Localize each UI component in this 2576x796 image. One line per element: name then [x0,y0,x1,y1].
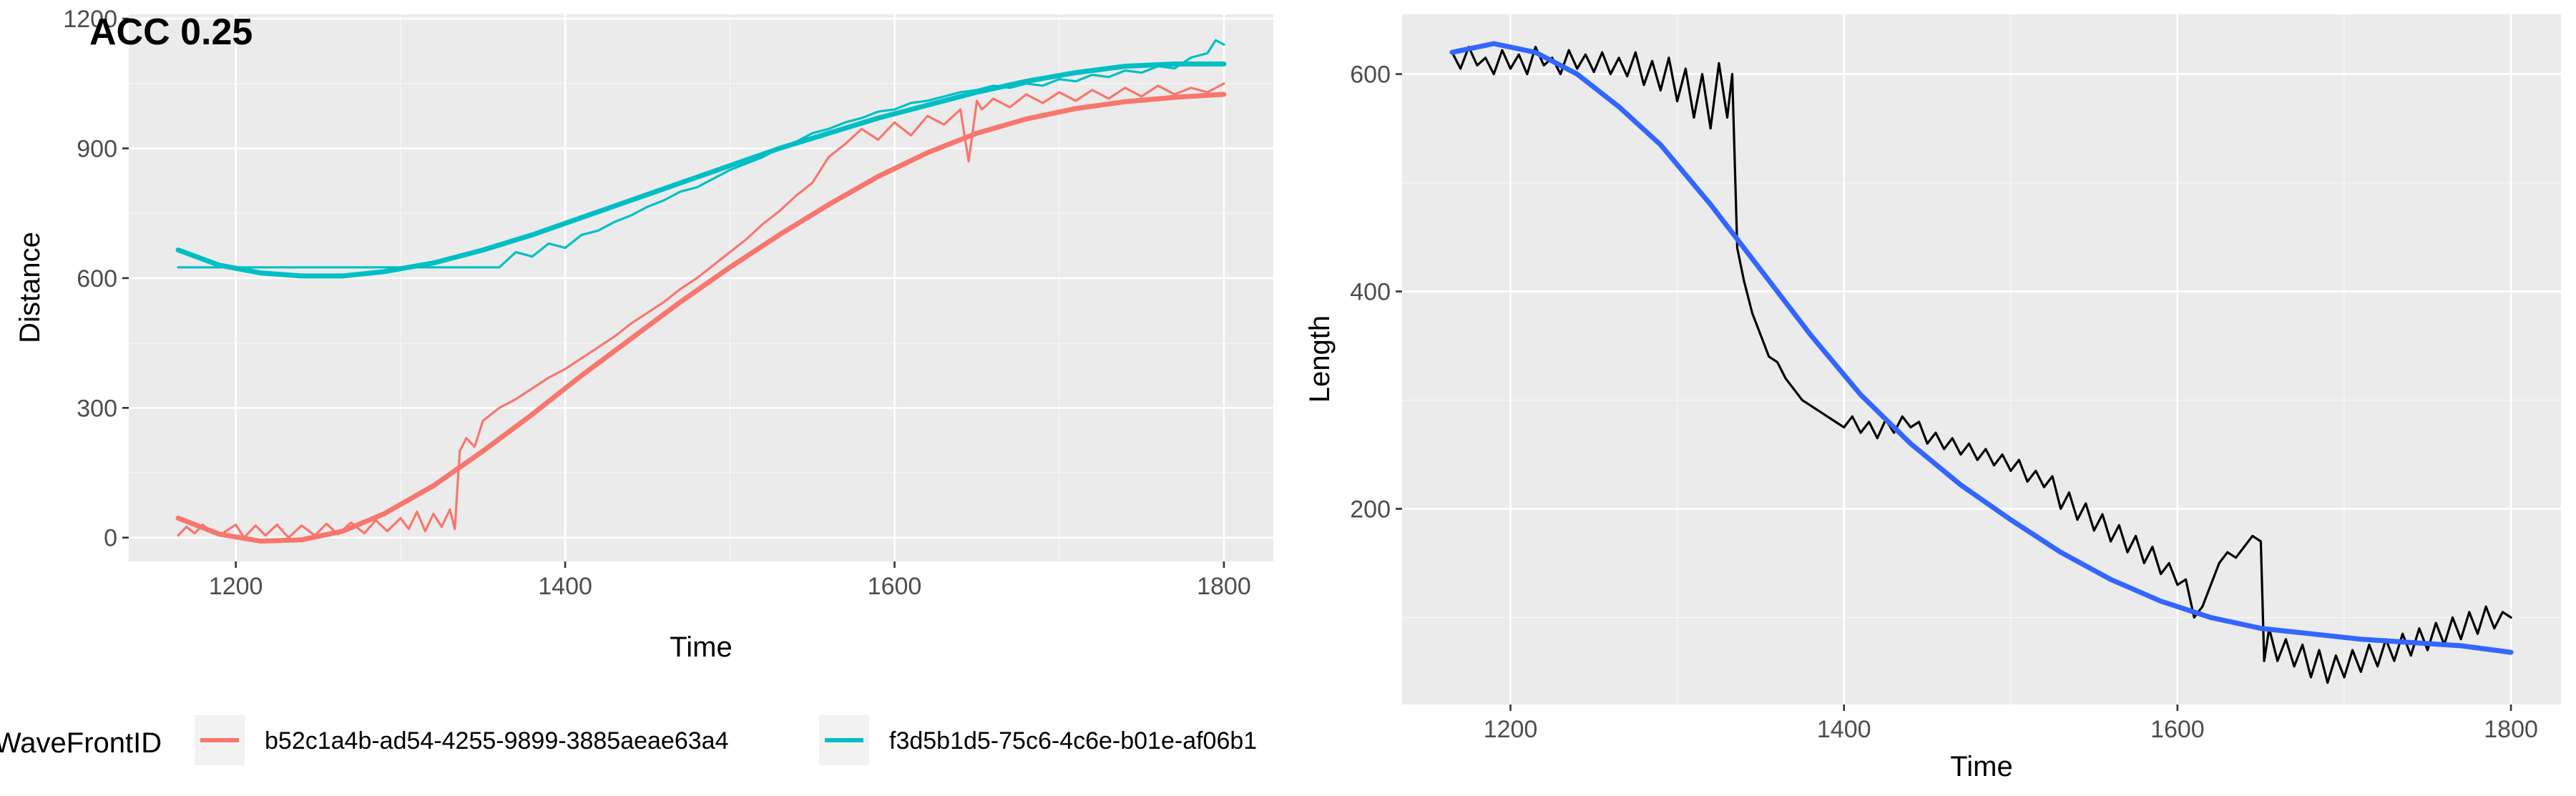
right-x-tick-label: 1400 [1817,716,1871,743]
left-y-tick-label: 300 [77,395,117,422]
left-axes: 1200 1400 1600 1800 0 300 600 900 1200 [63,6,1250,600]
right-x-tick-label: 1800 [2484,716,2538,743]
left-y-tick-label: 1200 [63,6,117,33]
legend-label-0: b52c1a4b-ad54-4255-9899-3885aeae63a4 [265,727,728,755]
left-y-tick-label: 600 [77,265,117,293]
left-x-tick-label: 1400 [538,573,592,600]
left-gridlines [129,14,1273,561]
right-x-tick-label: 1600 [2150,716,2205,743]
left-y-tick-label: 0 [104,525,117,552]
right-chart: 1200 1400 1600 1800 200 400 600 Time Length [1304,14,2561,782]
right-series-0-raw-line [1451,45,2512,684]
left-series-0-raw-line [177,82,1225,539]
legend-label-1: f3d5b1d5-75c6-4c6e-b01e-af06b1 [889,727,1257,755]
legend-entry-1: f3d5b1d5-75c6-4c6e-b01e-af06b1 [819,715,1257,765]
left-series-2-raw-line [177,39,1225,269]
left-y-tick-label: 900 [77,135,117,162]
left-series-layer [175,39,1227,544]
legend-entry-0: b52c1a4b-ad54-4255-9899-3885aeae63a4 [195,715,728,765]
right-series-1-smooth-line [1449,41,2514,655]
legend-title: WaveFrontID [0,727,162,759]
right-y-axis-title: Length [1304,315,1336,403]
right-y-tick-label: 200 [1350,496,1391,523]
right-plot-panel [1402,14,2561,704]
right-y-tick-label: 400 [1350,279,1391,306]
right-y-tick-label: 600 [1350,62,1391,89]
left-chart-tag: ACC 0.25 [89,11,253,53]
left-x-tick-label: 1800 [1197,573,1251,600]
left-series-1-smooth-line [175,92,1227,544]
right-x-axis-title: Time [1950,751,2012,782]
right-gridlines [1402,14,2561,704]
left-x-tick-label: 1600 [868,573,922,600]
left-series-3-smooth-line [175,62,1227,279]
right-axes: 1200 1400 1600 1800 200 400 600 [1350,62,2538,743]
left-x-tick-label: 1200 [209,573,263,600]
right-x-tick-label: 1200 [1484,716,1538,743]
legend: WaveFrontID b52c1a4b-ad54-4255-9899-3885… [0,715,1257,765]
left-x-axis-title: Time [670,632,732,663]
right-series-layer [1449,41,2514,684]
left-y-axis-title: Distance [14,232,46,343]
